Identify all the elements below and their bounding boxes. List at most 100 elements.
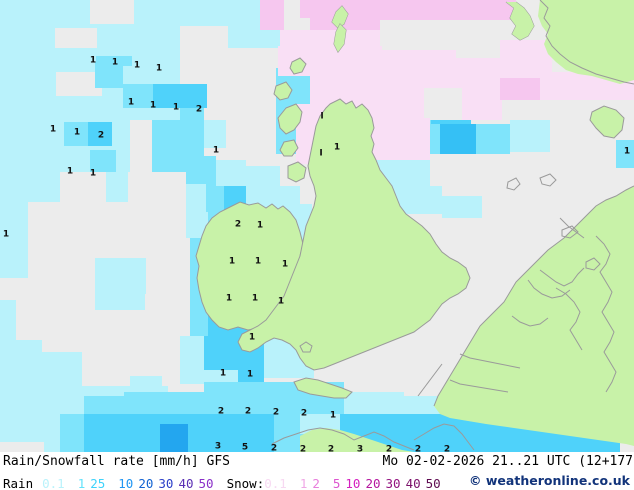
precip-cell bbox=[186, 156, 216, 184]
precip-cell bbox=[246, 166, 280, 194]
legend-value: 5 bbox=[332, 476, 341, 490]
precip-cell bbox=[55, 28, 97, 48]
legend-value: 50 bbox=[198, 476, 214, 490]
precip-value-label: 2 bbox=[234, 219, 242, 230]
precip-value-label: 1 bbox=[155, 63, 163, 74]
precip-value-label: 2 bbox=[272, 407, 280, 418]
snow-legend-label: Snow: bbox=[226, 476, 265, 490]
legend-value: 50 bbox=[425, 476, 441, 490]
legend-value: 1 bbox=[77, 476, 86, 490]
precip-value-label: 1 bbox=[111, 57, 119, 68]
precip-value-label: 2 bbox=[414, 444, 422, 452]
precip-value-label: 2 bbox=[443, 444, 451, 452]
precip-cell bbox=[123, 84, 153, 108]
precip-cell bbox=[0, 72, 56, 120]
snow-scale-values: 0.1 1 2 5 10 20 30 40 50 bbox=[264, 473, 440, 490]
precip-cell bbox=[160, 424, 188, 452]
precip-cell bbox=[186, 212, 208, 238]
rain-legend-label: Rain bbox=[3, 476, 34, 490]
precip-value-label: 2 bbox=[300, 408, 308, 419]
precip-cell bbox=[510, 120, 550, 152]
precip-cell bbox=[0, 442, 44, 452]
precip-value-label: 2 bbox=[244, 406, 252, 417]
precip-cell bbox=[344, 392, 404, 414]
precip-cell bbox=[64, 122, 88, 146]
precip-cell bbox=[60, 172, 106, 202]
precip-cell bbox=[28, 202, 54, 222]
precip-value-label: 3 bbox=[214, 441, 222, 452]
precip-value-label: 1 bbox=[89, 55, 97, 66]
precip-value-label: I bbox=[320, 111, 324, 122]
precip-cell bbox=[124, 392, 204, 414]
precip-value-label: 2 bbox=[299, 444, 307, 452]
precip-cell bbox=[424, 88, 462, 120]
legend-value: 1 bbox=[299, 476, 308, 490]
precip-value-label: 1 bbox=[333, 142, 341, 153]
precip-cell bbox=[96, 56, 132, 66]
precip-value-label: 1 bbox=[225, 293, 233, 304]
precip-value-label: 1 bbox=[149, 100, 157, 111]
precip-value-label: 2 bbox=[385, 444, 393, 452]
precip-cell bbox=[128, 172, 152, 202]
precip-cell bbox=[0, 340, 42, 376]
precip-value-label: 1 bbox=[89, 168, 97, 179]
precip-cell bbox=[88, 122, 112, 146]
precip-cell bbox=[380, 0, 516, 20]
precip-cell bbox=[60, 414, 84, 452]
precip-value-label: 1 bbox=[329, 410, 337, 421]
precip-value-label: 1 bbox=[49, 124, 57, 135]
precip-cell bbox=[216, 160, 246, 186]
precip-cell bbox=[0, 120, 10, 240]
precip-legend: Rain 0.1 1 25 10 20 30 40 50 Snow: 0.1 1 2 5 10 20 30… bbox=[3, 473, 441, 490]
precip-value-label: 1 bbox=[212, 145, 220, 156]
map-datetime: Mo 02-02-2026 21..21 UTC (12+177 bbox=[382, 454, 633, 469]
precip-cell bbox=[130, 120, 152, 172]
precip-cell bbox=[440, 124, 476, 154]
legend-value: 30 bbox=[385, 476, 401, 490]
precip-cell bbox=[476, 124, 510, 154]
legend-value: 25 bbox=[90, 476, 106, 490]
precip-value-label: 1 bbox=[219, 368, 227, 379]
map-title: Rain/Snowfall rate [mm/h] GFS bbox=[3, 454, 230, 469]
copyright-link[interactable]: © weatheronline.co.uk bbox=[469, 473, 630, 488]
precip-value-label: 1 bbox=[281, 259, 289, 270]
precip-value-label: 1 bbox=[127, 97, 135, 108]
legend-value: 0.1 bbox=[264, 476, 287, 490]
precip-value-label: 1 bbox=[2, 229, 10, 240]
precip-value-label: 1 bbox=[133, 60, 141, 71]
precip-value-label: 1 bbox=[251, 293, 259, 304]
map-footer: Rain/Snowfall rate [mm/h] GFS Mo 02-02-2… bbox=[0, 452, 634, 490]
legend-value: 10 bbox=[118, 476, 134, 490]
coastline-layer bbox=[0, 0, 634, 452]
precip-cell bbox=[0, 376, 60, 452]
precip-value-label: 1 bbox=[73, 127, 81, 138]
precip-cell bbox=[300, 0, 340, 18]
precip-value-label: 1 bbox=[66, 166, 74, 177]
footer-top-line: Rain/Snowfall rate [mm/h] GFS Mo 02-02-2… bbox=[0, 452, 634, 471]
precip-value-label: 3 bbox=[356, 444, 364, 452]
precip-value-label: 1 bbox=[248, 332, 256, 343]
precip-cell bbox=[84, 396, 124, 414]
precip-cell bbox=[124, 258, 146, 294]
precip-cell bbox=[204, 120, 226, 148]
precip-value-label: 2 bbox=[270, 443, 278, 452]
precip-cell bbox=[106, 172, 128, 202]
precip-value-label: 1 bbox=[172, 102, 180, 113]
rain-scale-values: 0.1 1 25 10 20 30 40 50 bbox=[42, 473, 213, 490]
precip-value-label: 1 bbox=[254, 256, 262, 267]
legend-value: 40 bbox=[178, 476, 194, 490]
legend-value: 10 bbox=[345, 476, 361, 490]
precip-value-label: 2 bbox=[217, 406, 225, 417]
precip-value-label: 1 bbox=[228, 256, 236, 267]
precip-cell bbox=[180, 26, 228, 48]
precip-cell bbox=[56, 72, 102, 96]
precip-cell bbox=[442, 196, 482, 218]
legend-value: 0.1 bbox=[42, 476, 65, 490]
precip-value-label: 1 bbox=[277, 296, 285, 307]
precip-cell bbox=[400, 186, 442, 214]
precip-cell bbox=[500, 78, 540, 100]
precip-cell bbox=[0, 300, 16, 340]
precip-cell bbox=[380, 20, 454, 50]
